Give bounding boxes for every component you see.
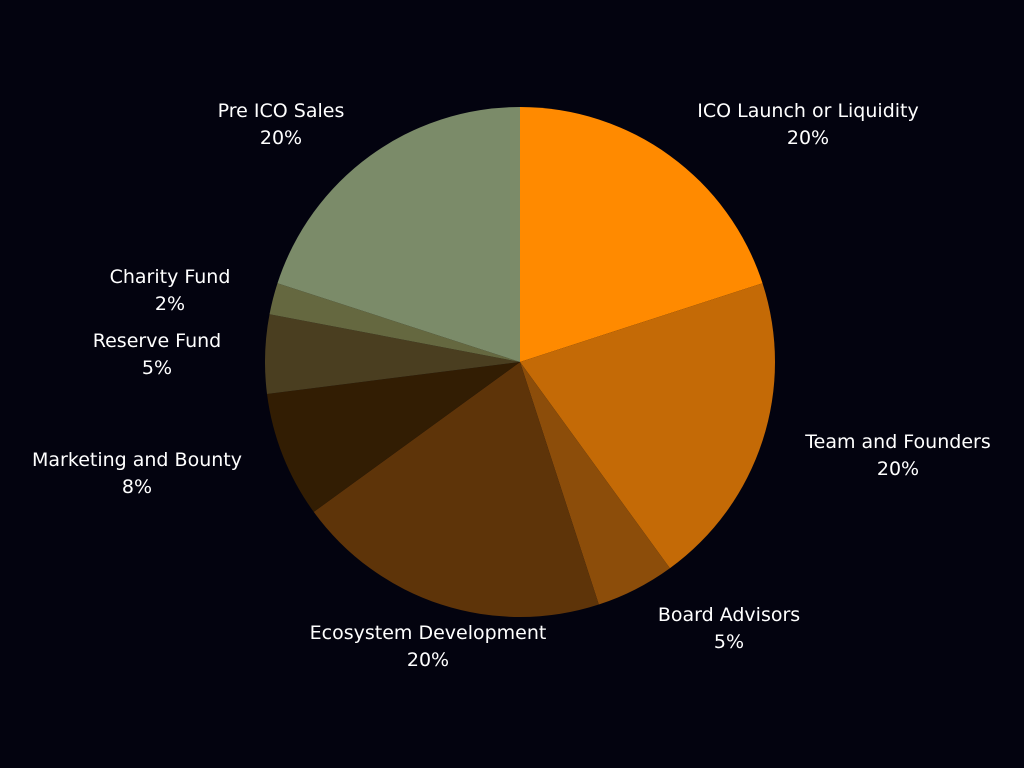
slice-label: Team and Founders 20% (804, 431, 990, 480)
pie-slices (265, 107, 776, 618)
pie-slice-board-advisors (520, 362, 670, 605)
pie-labels: ICO Launch or Liquidity 20%Team and Found… (32, 100, 991, 671)
slice-label-name: ICO Launch or Liquidity (697, 100, 918, 122)
slice-label: Board Advisors 5% (658, 604, 800, 653)
slice-label-percent: 20% (260, 127, 302, 149)
slice-label-percent: 5% (714, 631, 744, 653)
pie-slice-ico-launch-or-liquidity (520, 107, 763, 362)
slice-label: Ecosystem Development 20% (310, 622, 547, 671)
pie-slice-team-and-founders (520, 283, 776, 569)
slice-label-name: Charity Fund (110, 266, 231, 288)
slice-label-percent: 20% (787, 127, 829, 149)
pie-slice-ecosystem-development (313, 362, 599, 618)
slice-label-percent: 5% (142, 357, 172, 379)
pie-slice-charity-fund (269, 283, 520, 362)
slice-label: Marketing and Bounty 8% (32, 449, 242, 498)
slice-label-name: Team and Founders (804, 431, 990, 453)
pie-slice-marketing-and-bounty (267, 362, 520, 512)
pie-slice-reserve-fund (265, 314, 520, 394)
slice-label-name: Pre ICO Sales (218, 100, 345, 122)
slice-label: Pre ICO Sales 20% (218, 100, 345, 149)
slice-label-percent: 8% (122, 476, 152, 498)
slice-label-percent: 20% (407, 649, 449, 671)
pie-slice-pre-ico-sales (277, 107, 520, 362)
slice-label: ICO Launch or Liquidity 20% (697, 100, 918, 149)
slice-label-name: Ecosystem Development (310, 622, 547, 644)
slice-label-name: Reserve Fund (93, 330, 221, 352)
slice-label: Charity Fund 2% (110, 266, 231, 315)
slice-label-percent: 2% (155, 293, 185, 315)
slice-label-percent: 20% (877, 458, 919, 480)
slice-label-name: Board Advisors (658, 604, 800, 626)
slice-label-name: Marketing and Bounty (32, 449, 242, 471)
slice-label: Reserve Fund 5% (93, 330, 221, 379)
